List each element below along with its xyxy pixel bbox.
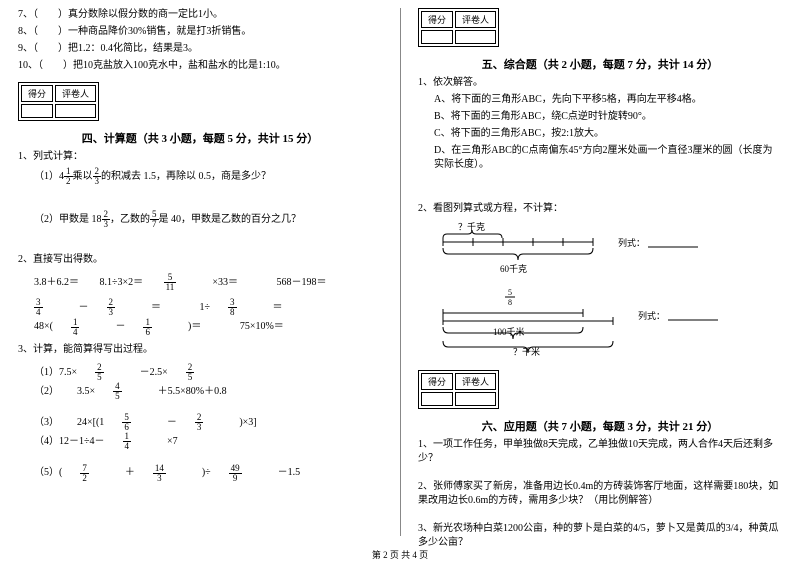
d2-mid-label: 100千米 [493, 326, 525, 337]
score-box-left: 得分 评卷人 [18, 82, 99, 121]
p3-row-5: （5）(72＋143)÷499－1.5 [34, 463, 382, 482]
r-p1-c: C、将下面的三角形ABC，按2:1放大。 [434, 127, 782, 141]
p3-5: （5）(72＋143)÷499－1.5 [34, 463, 318, 482]
app-1: 1、一项工作任务，甲单独做8天完成，乙单独做10天完成，两人合作4天后还剩多少？ [418, 438, 782, 466]
p3-head: 3、计算，能简算得写出过程。 [18, 343, 382, 357]
p1-1-a: （1）4 [34, 171, 64, 182]
p2-row1: 3.8＋6.2＝ 8.1÷3×2＝ 511×33＝ 568－198＝ [34, 273, 382, 292]
tf-q8: 8、（ ）一种商品降价30%销售，就是打3折销售。 [18, 25, 382, 39]
p1-1-c: 的积减去 1.5，再除以 0.5，商是多少？ [101, 171, 271, 182]
score-cell-score: 得分 [21, 85, 53, 102]
tf-q9: 9、（ ）把1.2：0.4化简比，结果是3。 [18, 42, 382, 56]
p3-row-1-2: （1）7.5×25－2.5×25 （2）3.5×45＋5.5×80%＋0.8 [34, 363, 382, 401]
p3-2: （2）3.5×45＋5.5×80%＋0.8 [34, 382, 245, 401]
score-cell-score: 得分 [421, 373, 453, 390]
tf-q10: 10、（ ）把10克盐放入100克水中，盐和盐水的比是1:10。 [18, 59, 382, 73]
p1-2-c: 是 40，甲数是乙数的百分之几？ [159, 214, 302, 225]
p2-r2-d: 75×10%＝ [240, 317, 284, 332]
left-column: 7、（ ）真分数除以假分数的商一定比1小。 8、（ ）一种商品降价30%销售，就… [0, 0, 400, 540]
frac: 57 [150, 210, 159, 229]
r-p1-d: D、在三角形ABC的C点南偏东45°方向2厘米处画一个直径3厘米的圆（长度为实际… [434, 144, 782, 172]
r-p1-head: 1、依次解答。 [418, 76, 782, 90]
p2-r1-a: 3.8＋6.2＝ [34, 273, 79, 288]
r-p1-a: A、将下面的三角形ABC，先向下平移5格，再向左平移4格。 [434, 93, 782, 107]
tf-q7: 7、（ ）真分数除以假分数的商一定比1小。 [18, 8, 382, 22]
p2-row2: 34－23＝ 1÷38＝ 48×(14－16)＝ 75×10%＝ [34, 298, 382, 336]
section-4-title: 四、计算题（共 3 小题，每题 5 分，共计 15 分） [18, 130, 382, 146]
p2-r2-c: 48×(14－16)＝ [34, 317, 219, 336]
p2-head: 2、直接写出得数。 [18, 253, 382, 267]
score-cell-grader: 评卷人 [55, 85, 96, 102]
diagram-2: 5 8 100千米 ？千米 列式： [438, 287, 782, 360]
d1-bottom-label: 60千克 [500, 264, 527, 274]
p1-head: 1、列式计算： [18, 150, 382, 164]
section-5-title: 五、综合题（共 2 小题，每题 7 分，共计 14 分） [418, 56, 782, 72]
column-divider [400, 8, 401, 536]
diagram-1: ？千克 60千克 列式： [438, 220, 782, 283]
p3-row-3-4: （3）24×[(156－23)×3] （4）12－1÷4－14×7 [34, 413, 382, 451]
page-footer: 第 2 页 共 4 页 [0, 548, 800, 561]
frac: 23 [93, 167, 102, 186]
d2-frac-d: 8 [508, 298, 512, 307]
r-p1-b: B、将下面的三角形ABC，绕C点逆时针旋转90°。 [434, 110, 782, 124]
p2-r2-a: 34－23＝ [34, 298, 179, 317]
right-column: 得分 评卷人 五、综合题（共 2 小题，每题 7 分，共计 14 分） 1、依次… [400, 0, 800, 540]
d2-bottom-label: ？千米 [513, 346, 540, 357]
score-box-right-2: 得分 评卷人 [418, 370, 499, 409]
p1-2: （2）甲数是 1823，乙数的57是 40，甲数是乙数的百分之几？ [34, 210, 382, 229]
p2-r2-b: 1÷38＝ [200, 298, 301, 317]
score-cell-grader: 评卷人 [455, 11, 496, 28]
frac: 12 [64, 167, 73, 186]
diagram-1-svg: ？千克 60千克 列式： [438, 220, 698, 280]
section-6-title: 六、应用题（共 7 小题，每题 3 分，共计 21 分） [418, 418, 782, 434]
p1-1: （1）412乘以23的积减去 1.5，再除以 0.5，商是多少？ [34, 167, 382, 186]
p1-2-b: ，乙数的 [110, 214, 150, 225]
r-p2-head: 2、看图列算式或方程，不计算： [418, 202, 782, 216]
p2-r1-c: 511×33＝ [164, 273, 256, 292]
score-box-right-1: 得分 评卷人 [418, 8, 499, 47]
p1-2-a: （2）甲数是 18 [34, 214, 102, 225]
score-cell-grader: 评卷人 [455, 373, 496, 390]
diagram-2-svg: 5 8 100千米 ？千米 列式： [438, 287, 718, 357]
p3-4: （4）12－1÷4－14×7 [34, 432, 196, 451]
p2-r1-b: 8.1÷3×2＝ [100, 273, 144, 288]
d2-frac-n: 5 [508, 288, 512, 297]
d1-col-label: 列式： [618, 237, 645, 248]
frac: 23 [102, 210, 111, 229]
p3-1: （1）7.5×25－2.5×25 [34, 363, 230, 382]
p3-3: （3）24×[(156－23)×3] [34, 413, 275, 432]
score-cell-score: 得分 [421, 11, 453, 28]
d2-col-label: 列式： [638, 310, 665, 321]
app-3: 3、新光农场种白菜1200公亩，种的萝卜是白菜的4/5，萝卜又是黄瓜的3/4，种… [418, 522, 782, 550]
app-2: 2、张师傅家买了新房，准备用边长0.4m的方砖装饰客厅地面，这样需要180块，如… [418, 480, 782, 508]
p1-1-b: 乘以 [73, 171, 93, 182]
p2-r1-d: 568－198＝ [276, 273, 326, 288]
